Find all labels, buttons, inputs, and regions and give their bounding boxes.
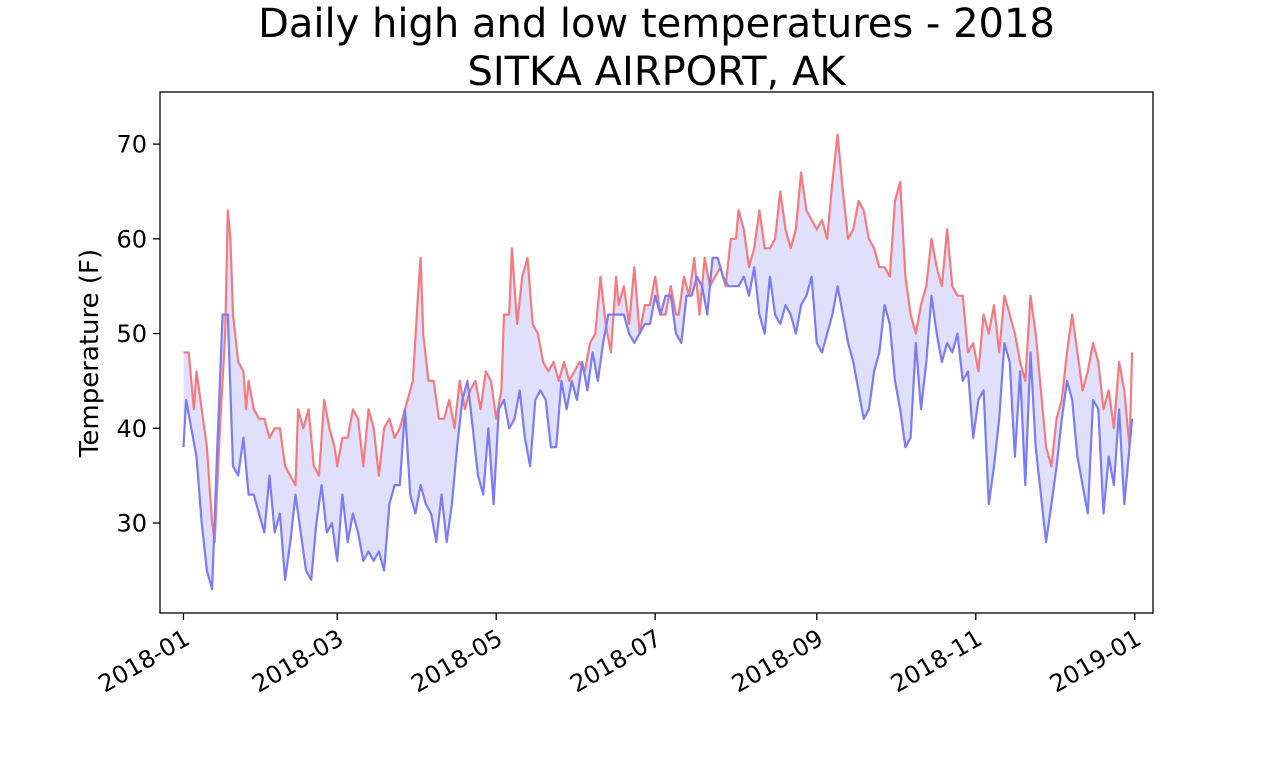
plot-frame (159, 91, 1154, 614)
chart-subtitle: SITKA AIRPORT, AK (467, 49, 846, 95)
low-temperature-line (182, 256, 1134, 591)
y-tick-label: 30 (116, 510, 147, 538)
high-low-fill (183, 134, 1133, 590)
y-tick-label: 70 (116, 131, 147, 159)
y-tick-label: 60 (116, 225, 147, 253)
x-tick-label: 2018-09 (727, 624, 828, 698)
y-axis-label: Temperature (F) (75, 249, 105, 458)
x-tick-label: 2018-05 (406, 624, 507, 698)
high-temperature-line (183, 133, 1134, 544)
x-tick-label: 2018-03 (247, 624, 348, 698)
y-tick-label: 50 (116, 320, 147, 348)
temperature-range-fill (183, 134, 1133, 590)
x-axis: 2018-01 2018-03 2018-05 2018-07 2018-09 2018-… (94, 613, 1146, 698)
x-tick-label: 2019-01 (1045, 624, 1146, 698)
series-layer (182, 133, 1134, 591)
y-tick-label: 40 (116, 415, 147, 443)
chart-title: Daily high and low temperatures - 2018 (258, 1, 1055, 47)
y-axis: 30 40 50 60 70 (116, 131, 160, 538)
chart-title-block: Daily high and low temperatures - 2018 S… (0, 0, 1280, 96)
x-tick-label: 2018-11 (886, 624, 987, 698)
x-tick-label: 2018-07 (565, 624, 666, 698)
x-tick-label: 2018-01 (94, 624, 195, 698)
